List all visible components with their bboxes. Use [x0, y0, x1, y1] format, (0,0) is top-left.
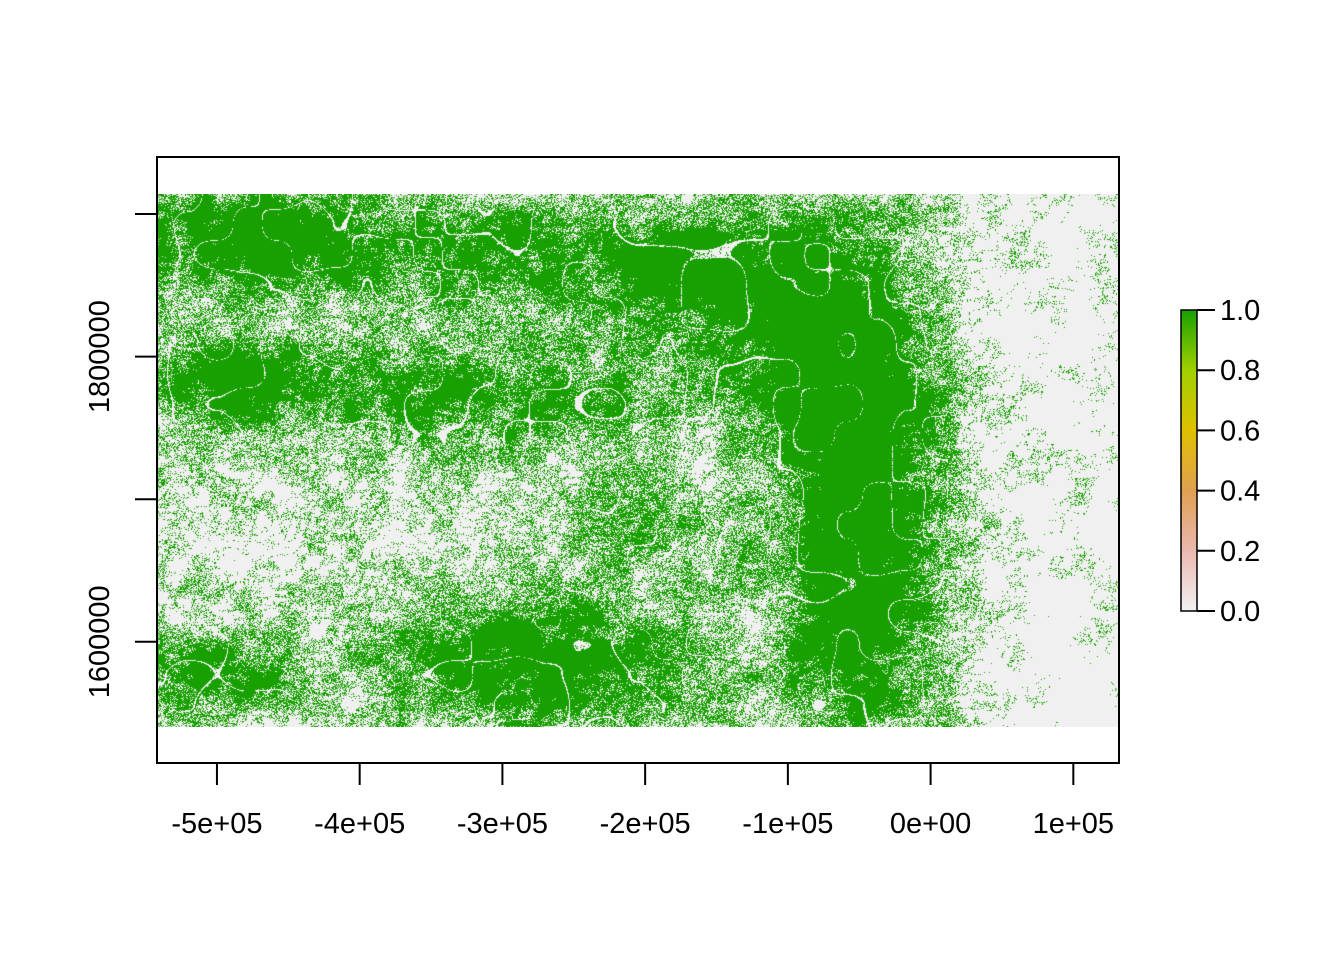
x-tick-label: -2e+05	[600, 808, 691, 840]
x-tick-label: -4e+05	[314, 808, 405, 840]
raster-layer	[157, 194, 1119, 727]
x-tick-label: 0e+00	[890, 808, 971, 840]
color-legend: 0.0 0.2 0.4 0.6 0.8 1.0	[1181, 295, 1260, 628]
y-tick-label: 1800000	[84, 300, 116, 413]
legend-tick-label: 0.4	[1220, 476, 1260, 508]
x-axis: -5e+05 -4e+05 -3e+05 -2e+05 -1e+05 0e+00 1e+05	[171, 763, 1114, 840]
y-axis: 1600000 1800000	[84, 214, 157, 698]
x-tick-label: 1e+05	[1033, 808, 1114, 840]
x-tick-label: -3e+05	[457, 808, 548, 840]
y-tick-label: 1600000	[84, 585, 116, 698]
x-tick-label: -1e+05	[742, 808, 833, 840]
legend-tick-label: 0.6	[1220, 415, 1260, 447]
legend-colorbar	[1181, 310, 1197, 611]
legend-tick-label: 0.0	[1220, 596, 1260, 628]
legend-tick-label: 1.0	[1220, 295, 1260, 327]
x-tick-label: -5e+05	[171, 808, 262, 840]
legend-tick-label: 0.2	[1220, 536, 1260, 568]
legend-tick-label: 0.8	[1220, 355, 1260, 387]
